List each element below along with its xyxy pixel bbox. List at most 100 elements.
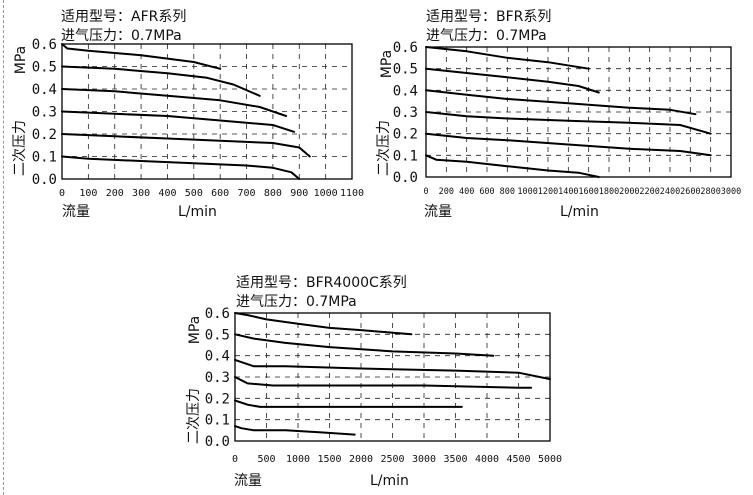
y-tick-label: 0.5 [32, 60, 57, 76]
y-tick-label: 0.1 [205, 413, 230, 429]
x-tick-label: 600 [479, 187, 494, 197]
y-tick-label: 0.1 [32, 150, 57, 166]
x-tick-label: 2500 [380, 454, 404, 465]
pressure-curve-3 [425, 111, 712, 135]
y-tick-label: 0.0 [32, 172, 57, 188]
x-tick-label: 0 [232, 454, 238, 465]
y-tick-label: 0.6 [205, 306, 230, 322]
pressure-curve-2 [234, 399, 463, 408]
x-tick-label: 3000 [412, 454, 436, 465]
x-axis-unit: L/min [560, 204, 599, 220]
x-tick-label: 2400 [660, 187, 680, 197]
x-tick-label: 1200 [538, 187, 558, 197]
y-tick-label: 0.3 [205, 370, 230, 386]
x-tick-label: 200 [106, 188, 124, 199]
y-tick-label: 0.2 [205, 391, 230, 407]
x-tick-label: 2800 [700, 187, 720, 197]
x-tick-label: 1100 [340, 188, 364, 199]
y-tick-label: 0.1 [393, 148, 418, 164]
x-axis-label: 流量 [424, 204, 452, 220]
x-tick-label: 900 [290, 188, 308, 199]
pressure-curve-1 [61, 155, 301, 180]
y-axis-unit: MPa [379, 50, 395, 78]
x-axis-label: 流量 [234, 473, 262, 489]
y-axis-unit: MPa [187, 316, 203, 344]
x-tick-label: 4000 [475, 454, 499, 465]
x-tick-label: 100 [79, 188, 97, 199]
y-tick-label: 0.0 [205, 434, 230, 450]
pressure-curve-4 [61, 88, 288, 117]
y-tick-label: 0.5 [393, 62, 418, 78]
x-tick-label: 4500 [506, 454, 530, 465]
y-tick-label: 0.4 [205, 349, 230, 365]
x-axis-label: 流量 [62, 204, 90, 220]
x-tick-label: 200 [439, 187, 454, 197]
y-tick-label: 0.4 [393, 83, 418, 99]
chart-model-label: 适用型号：BFR4000C系列 [236, 275, 407, 291]
page-margin-rule [3, 0, 4, 495]
x-tick-label: 1000 [314, 188, 338, 199]
y-tick-label: 0.0 [393, 170, 418, 186]
pressure-curve-5 [234, 333, 495, 357]
x-tick-label: 2600 [680, 187, 700, 197]
x-tick-label: 5000 [538, 454, 562, 465]
x-tick-label: 700 [238, 188, 256, 199]
chart-inlet-pressure: 进气压力：0.7MPa [426, 28, 547, 44]
x-tick-label: 2000 [349, 454, 373, 465]
x-tick-label: 3500 [443, 454, 467, 465]
y-axis-label: 二次压力 [12, 120, 28, 176]
y-tick-label: 0.2 [32, 127, 57, 143]
chart-inlet-pressure: 进气压力：0.7MPa [61, 28, 182, 44]
pressure-curve-3 [61, 110, 295, 133]
y-axis-label: 二次压力 [376, 120, 392, 176]
y-axis-unit: MPa [13, 46, 29, 74]
x-tick-label: 1000 [517, 187, 537, 197]
pressure-curve-5 [425, 67, 600, 94]
x-tick-label: 800 [500, 187, 515, 197]
x-tick-label: 1800 [599, 187, 619, 197]
pressure-curve-2 [425, 132, 712, 157]
x-tick-label: 0 [423, 187, 428, 197]
x-axis-unit: L/min [178, 204, 217, 220]
y-axis-label: 二次压力 [186, 388, 202, 444]
x-tick-label: 500 [185, 188, 203, 199]
x-tick-label: 2200 [639, 187, 659, 197]
x-tick-label: 400 [158, 188, 176, 199]
chart-model-label: 适用型号：BFR系列 [426, 9, 551, 25]
x-tick-label: 500 [257, 454, 275, 465]
pressure-curve-6 [234, 312, 413, 336]
x-tick-label: 800 [264, 188, 282, 199]
pressure-curve-6 [61, 43, 222, 70]
x-tick-label: 0 [59, 188, 65, 199]
pressure-curve-4 [425, 89, 697, 116]
x-tick-label: 2000 [619, 187, 639, 197]
y-tick-label: 0.3 [32, 105, 57, 121]
x-tick-label: 600 [211, 188, 229, 199]
chart-model-label: 适用型号：AFR系列 [61, 9, 186, 25]
y-tick-label: 0.5 [205, 327, 230, 343]
y-tick-label: 0.6 [32, 37, 57, 53]
y-tick-label: 0.3 [393, 105, 418, 121]
pressure-curve-4 [234, 358, 551, 381]
pressure-curve-5 [61, 65, 261, 97]
x-tick-label: 300 [132, 188, 150, 199]
chart-inlet-pressure: 进气压力：0.7MPa [236, 294, 357, 310]
x-tick-label: 3000 [721, 187, 741, 197]
x-axis-unit: L/min [370, 473, 409, 489]
x-tick-label: 1400 [558, 187, 578, 197]
x-tick-label: 1600 [578, 187, 598, 197]
x-tick-label: 1500 [317, 454, 341, 465]
pressure-curve-1 [234, 425, 356, 436]
pressure-curve-3 [234, 376, 533, 389]
pressure-curve-2 [61, 133, 311, 158]
x-tick-label: 1000 [286, 454, 310, 465]
y-tick-label: 0.4 [32, 82, 57, 98]
x-tick-label: 400 [459, 187, 474, 197]
pressure-curve-6 [425, 46, 590, 70]
y-tick-label: 0.6 [393, 40, 418, 56]
y-tick-label: 0.2 [393, 127, 418, 143]
